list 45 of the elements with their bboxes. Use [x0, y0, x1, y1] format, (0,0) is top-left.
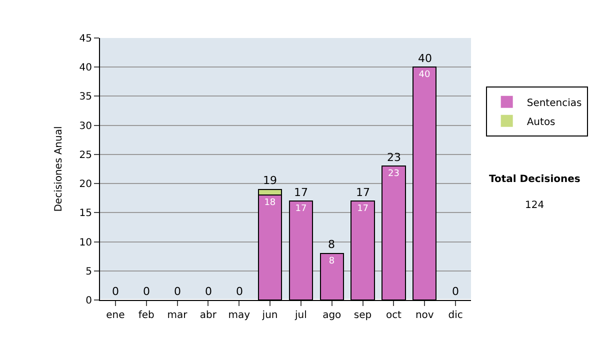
y-tick-label: 15 — [79, 208, 92, 220]
x-tick-label: dic — [448, 310, 463, 321]
x-tick-label: feb — [138, 310, 154, 321]
total-label: 0 — [205, 285, 212, 298]
total-label: 19 — [263, 174, 277, 187]
data-label: 8 — [328, 256, 335, 266]
data-label: 17 — [357, 204, 369, 214]
y-tick-label: 0 — [86, 296, 92, 306]
text: Total Decisiones — [489, 174, 580, 185]
x-tick-label: mar — [167, 310, 188, 321]
y-tick-label: 10 — [79, 237, 92, 248]
total-label: 17 — [294, 186, 308, 199]
y-tick-label: 45 — [79, 34, 92, 44]
total-label: 23 — [387, 151, 401, 164]
text: 124 — [525, 200, 544, 211]
total-label: 0 — [143, 285, 150, 298]
x-tick-label: oct — [386, 310, 402, 321]
y-tick-label: 40 — [79, 62, 92, 74]
x-tick-label: sep — [354, 310, 372, 321]
y-tick-label: 20 — [79, 179, 92, 190]
y-tick-label: 30 — [79, 120, 92, 132]
total-label: 17 — [356, 186, 370, 199]
data-label: 18 — [264, 198, 276, 208]
x-tick-label: jun — [261, 310, 278, 321]
x-tick-label: ago — [322, 310, 342, 321]
total-label: 0 — [174, 285, 181, 298]
data-label: 17 — [295, 204, 307, 214]
total-label: 0 — [452, 285, 459, 298]
y-tick-label: 35 — [79, 92, 92, 103]
data-label: 40 — [418, 70, 430, 80]
total-label: 8 — [328, 238, 335, 251]
x-tick-label: nov — [415, 310, 434, 321]
total-label: 40 — [418, 52, 432, 65]
x-tick-label: abr — [200, 310, 218, 321]
data-label: 23 — [388, 169, 400, 180]
total-label: 0 — [112, 285, 119, 298]
x-tick-label: may — [228, 310, 250, 321]
x-tick-label: jul — [294, 310, 307, 321]
y-axis-title: Decisiones Anual — [53, 126, 64, 212]
legend-label: Sentencias — [526, 98, 582, 109]
y-tick-label: 25 — [79, 150, 92, 161]
x-tick-label: ene — [106, 310, 125, 321]
y-tick-label: 5 — [86, 266, 92, 278]
total-label: 0 — [236, 285, 243, 298]
legend-label: Autos — [526, 116, 556, 128]
